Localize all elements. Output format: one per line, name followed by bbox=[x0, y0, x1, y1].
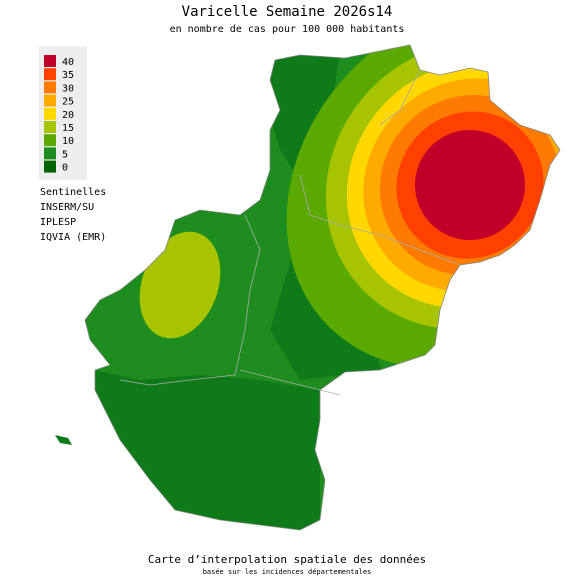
legend-swatch bbox=[44, 68, 56, 81]
legend-swatch bbox=[44, 107, 56, 120]
legend-swatch bbox=[44, 121, 56, 133]
border bbox=[299, 174, 461, 266]
legend-label: 20 bbox=[62, 110, 74, 121]
vendee-area bbox=[85, 370, 320, 530]
border bbox=[119, 214, 261, 386]
source-label: INSERM/SU bbox=[40, 202, 94, 213]
legend: 40 35 30 25 20 15 10 5 0 bbox=[44, 55, 74, 174]
title: Varicelle Semaine 2026s14 bbox=[182, 4, 393, 20]
contour-band bbox=[415, 130, 525, 240]
legend-label: 30 bbox=[62, 83, 74, 94]
legend-label: 35 bbox=[62, 70, 74, 81]
border bbox=[239, 369, 341, 396]
border bbox=[379, 69, 421, 126]
sources: Sentinelles INSERM/SU IPLESP IQVIA (EMR) bbox=[40, 187, 106, 243]
legend-swatch bbox=[44, 81, 56, 94]
legend-label: 0 bbox=[62, 163, 68, 174]
legend-label: 5 bbox=[62, 149, 68, 160]
legend-label: 10 bbox=[62, 136, 74, 147]
subtitle: en nombre de cas pour 100 000 habitants bbox=[170, 24, 405, 35]
legend-swatch bbox=[44, 147, 56, 160]
legend-swatch bbox=[44, 134, 56, 147]
legend-label: 25 bbox=[62, 97, 74, 108]
legend-swatch bbox=[44, 55, 56, 67]
footer-line1: Carte d’interpolation spatiale des donné… bbox=[148, 553, 426, 566]
contour-west bbox=[139, 231, 221, 339]
source-label: IQVIA (EMR) bbox=[40, 232, 106, 243]
footer-line2: basée sur les incidences départementales bbox=[203, 568, 372, 576]
legend-label: 40 bbox=[62, 57, 74, 68]
source-label: IPLESP bbox=[40, 217, 76, 228]
legend-swatch bbox=[44, 160, 56, 173]
legend-label: 15 bbox=[62, 123, 74, 134]
source-label: Sentinelles bbox=[40, 187, 106, 198]
legend-swatch bbox=[44, 94, 56, 107]
island bbox=[55, 435, 72, 445]
department-borders bbox=[119, 69, 461, 396]
